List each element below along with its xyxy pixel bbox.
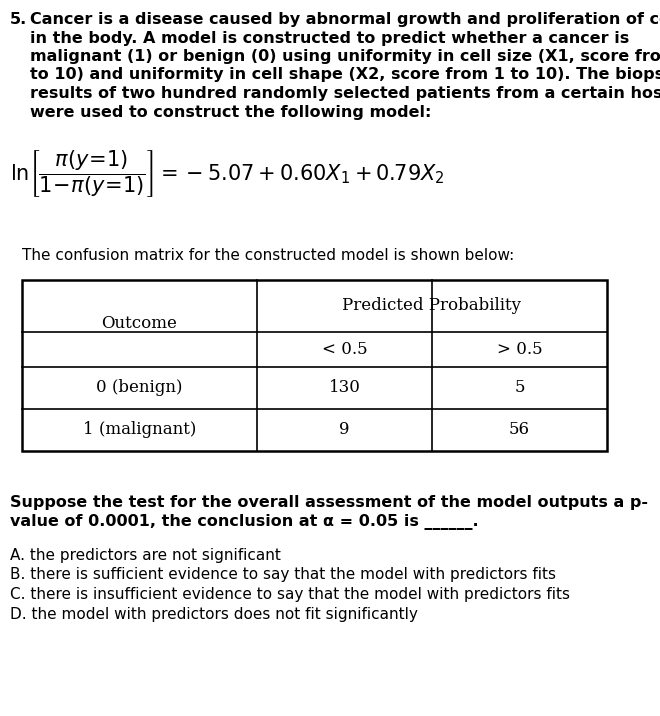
Text: 5.: 5.: [10, 12, 27, 27]
Text: Cancer is a disease caused by abnormal growth and proliferation of cells: Cancer is a disease caused by abnormal g…: [30, 12, 660, 27]
Text: 130: 130: [329, 379, 360, 397]
Text: Predicted Probability: Predicted Probability: [343, 298, 521, 314]
Text: 56: 56: [509, 422, 530, 438]
Text: value of 0.0001, the conclusion at α = 0.05 is ______.: value of 0.0001, the conclusion at α = 0…: [10, 513, 478, 530]
Text: > 0.5: > 0.5: [497, 341, 543, 358]
Text: The confusion matrix for the constructed model is shown below:: The confusion matrix for the constructed…: [22, 248, 514, 263]
Text: were used to construct the following model:: were used to construct the following mod…: [30, 105, 432, 120]
Text: D. the model with predictors does not fit significantly: D. the model with predictors does not fi…: [10, 606, 418, 621]
Text: A. the predictors are not significant: A. the predictors are not significant: [10, 548, 281, 563]
Text: Suppose the test for the overall assessment of the model outputs a p-: Suppose the test for the overall assessm…: [10, 495, 648, 510]
Text: results of two hundred randomly selected patients from a certain hospital: results of two hundred randomly selected…: [30, 86, 660, 101]
Text: Outcome: Outcome: [102, 315, 178, 332]
Text: < 0.5: < 0.5: [321, 341, 368, 358]
Text: 1 (malignant): 1 (malignant): [82, 422, 196, 438]
Text: 0 (benign): 0 (benign): [96, 379, 183, 397]
Text: in the body. A model is constructed to predict whether a cancer is: in the body. A model is constructed to p…: [30, 31, 629, 46]
Text: B. there is sufficient evidence to say that the model with predictors fits: B. there is sufficient evidence to say t…: [10, 568, 556, 583]
Text: to 10) and uniformity in cell shape (X2, score from 1 to 10). The biopsy: to 10) and uniformity in cell shape (X2,…: [30, 67, 660, 82]
Text: $\mathrm{ln}\left[\dfrac{\pi(y\!=\!1)}{1\!-\!\pi(y\!=\!1)}\right] = -5.07 + 0.60: $\mathrm{ln}\left[\dfrac{\pi(y\!=\!1)}{1…: [10, 148, 445, 199]
Text: 5: 5: [514, 379, 525, 397]
Text: malignant (1) or benign (0) using uniformity in cell size (X1, score from 1: malignant (1) or benign (0) using unifor…: [30, 49, 660, 64]
Bar: [22, 280, 607, 451]
Text: C. there is insufficient evidence to say that the model with predictors fits: C. there is insufficient evidence to say…: [10, 587, 570, 602]
Text: 9: 9: [339, 422, 350, 438]
